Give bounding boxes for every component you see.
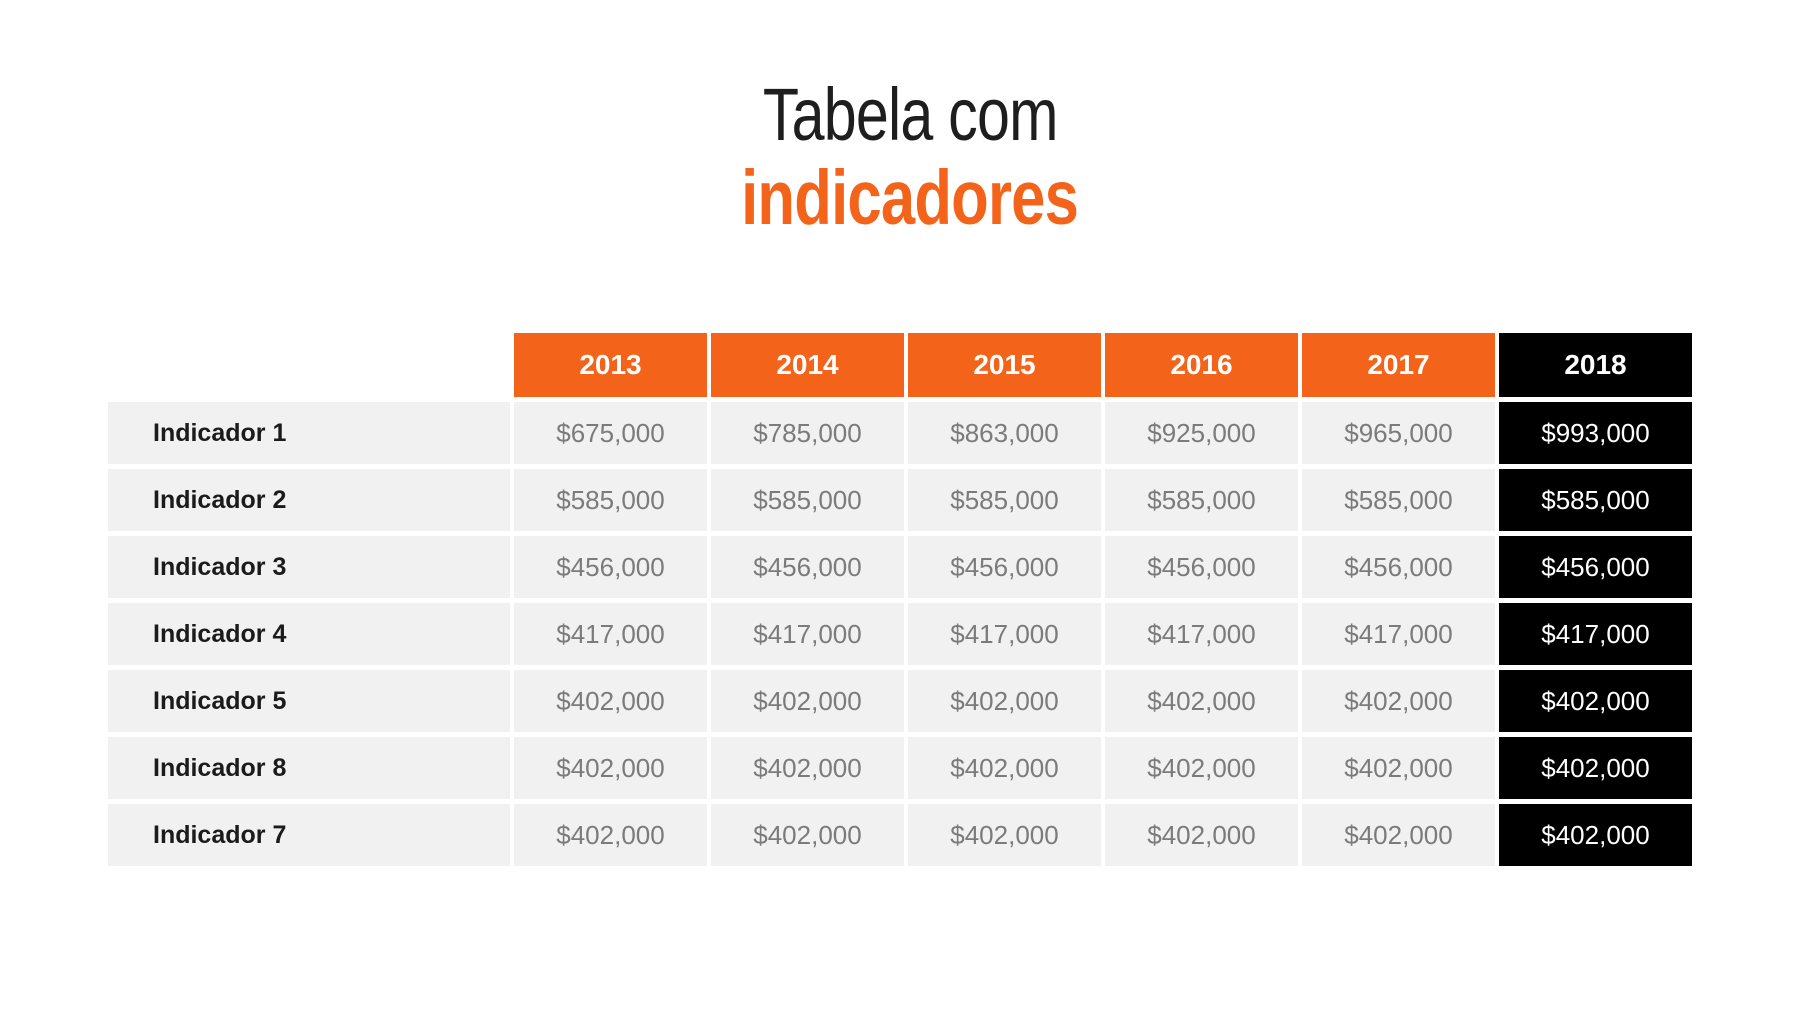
value-cell: $456,000 xyxy=(514,536,707,598)
indicators-table: 2013 2014 2015 2016 2017 2018 Indicador 1 $675,… xyxy=(108,333,1692,866)
column-header-2017: 2017 xyxy=(1302,333,1495,397)
value-cell: $402,000 xyxy=(1105,670,1298,732)
value-cell: $417,000 xyxy=(1499,603,1692,665)
value-cell: $402,000 xyxy=(908,804,1101,866)
row-label-3: Indicador 3 xyxy=(108,536,510,598)
table-corner-cell xyxy=(108,333,510,397)
value-cell: $402,000 xyxy=(1105,804,1298,866)
row-label-7: Indicador 7 xyxy=(108,804,510,866)
value-cell: $585,000 xyxy=(514,469,707,531)
slide-title-line1: Tabela com xyxy=(0,78,1820,152)
row-label-1: Indicador 1 xyxy=(108,402,510,464)
slide-title-line2: indicadores xyxy=(0,160,1820,237)
value-cell: $402,000 xyxy=(1499,670,1692,732)
column-header-2016: 2016 xyxy=(1105,333,1298,397)
value-cell: $585,000 xyxy=(1302,469,1495,531)
column-header-2014: 2014 xyxy=(711,333,904,397)
row-label-6: Indicador 8 xyxy=(108,737,510,799)
value-cell: $417,000 xyxy=(711,603,904,665)
value-cell: $417,000 xyxy=(1302,603,1495,665)
value-cell: $402,000 xyxy=(514,737,707,799)
value-cell: $402,000 xyxy=(908,670,1101,732)
value-cell: $675,000 xyxy=(514,402,707,464)
value-cell: $863,000 xyxy=(908,402,1101,464)
value-cell: $965,000 xyxy=(1302,402,1495,464)
value-cell: $402,000 xyxy=(711,804,904,866)
value-cell: $417,000 xyxy=(1105,603,1298,665)
value-cell: $402,000 xyxy=(1499,804,1692,866)
value-cell: $402,000 xyxy=(711,737,904,799)
value-cell: $456,000 xyxy=(1499,536,1692,598)
slide-title-line1-text: Tabela com xyxy=(762,73,1059,156)
value-cell: $402,000 xyxy=(514,804,707,866)
row-label-5: Indicador 5 xyxy=(108,670,510,732)
value-cell: $785,000 xyxy=(711,402,904,464)
value-cell: $402,000 xyxy=(514,670,707,732)
value-cell: $456,000 xyxy=(908,536,1101,598)
value-cell: $585,000 xyxy=(1105,469,1298,531)
value-cell: $417,000 xyxy=(908,603,1101,665)
value-cell: $402,000 xyxy=(1302,737,1495,799)
value-cell: $402,000 xyxy=(1302,670,1495,732)
row-label-2: Indicador 2 xyxy=(108,469,510,531)
value-cell: $456,000 xyxy=(711,536,904,598)
column-header-2015: 2015 xyxy=(908,333,1101,397)
row-label-4: Indicador 4 xyxy=(108,603,510,665)
value-cell: $402,000 xyxy=(1499,737,1692,799)
value-cell: $585,000 xyxy=(1499,469,1692,531)
value-cell: $456,000 xyxy=(1105,536,1298,598)
value-cell: $993,000 xyxy=(1499,402,1692,464)
value-cell: $402,000 xyxy=(908,737,1101,799)
slide-title-line2-text: indicadores xyxy=(741,155,1080,241)
value-cell: $402,000 xyxy=(1302,804,1495,866)
value-cell: $402,000 xyxy=(711,670,904,732)
column-header-2018: 2018 xyxy=(1499,333,1692,397)
value-cell: $456,000 xyxy=(1302,536,1495,598)
value-cell: $417,000 xyxy=(514,603,707,665)
value-cell: $585,000 xyxy=(908,469,1101,531)
value-cell: $925,000 xyxy=(1105,402,1298,464)
slide-title: Tabela com indicadores xyxy=(0,78,1820,237)
value-cell: $585,000 xyxy=(711,469,904,531)
value-cell: $402,000 xyxy=(1105,737,1298,799)
column-header-2013: 2013 xyxy=(514,333,707,397)
